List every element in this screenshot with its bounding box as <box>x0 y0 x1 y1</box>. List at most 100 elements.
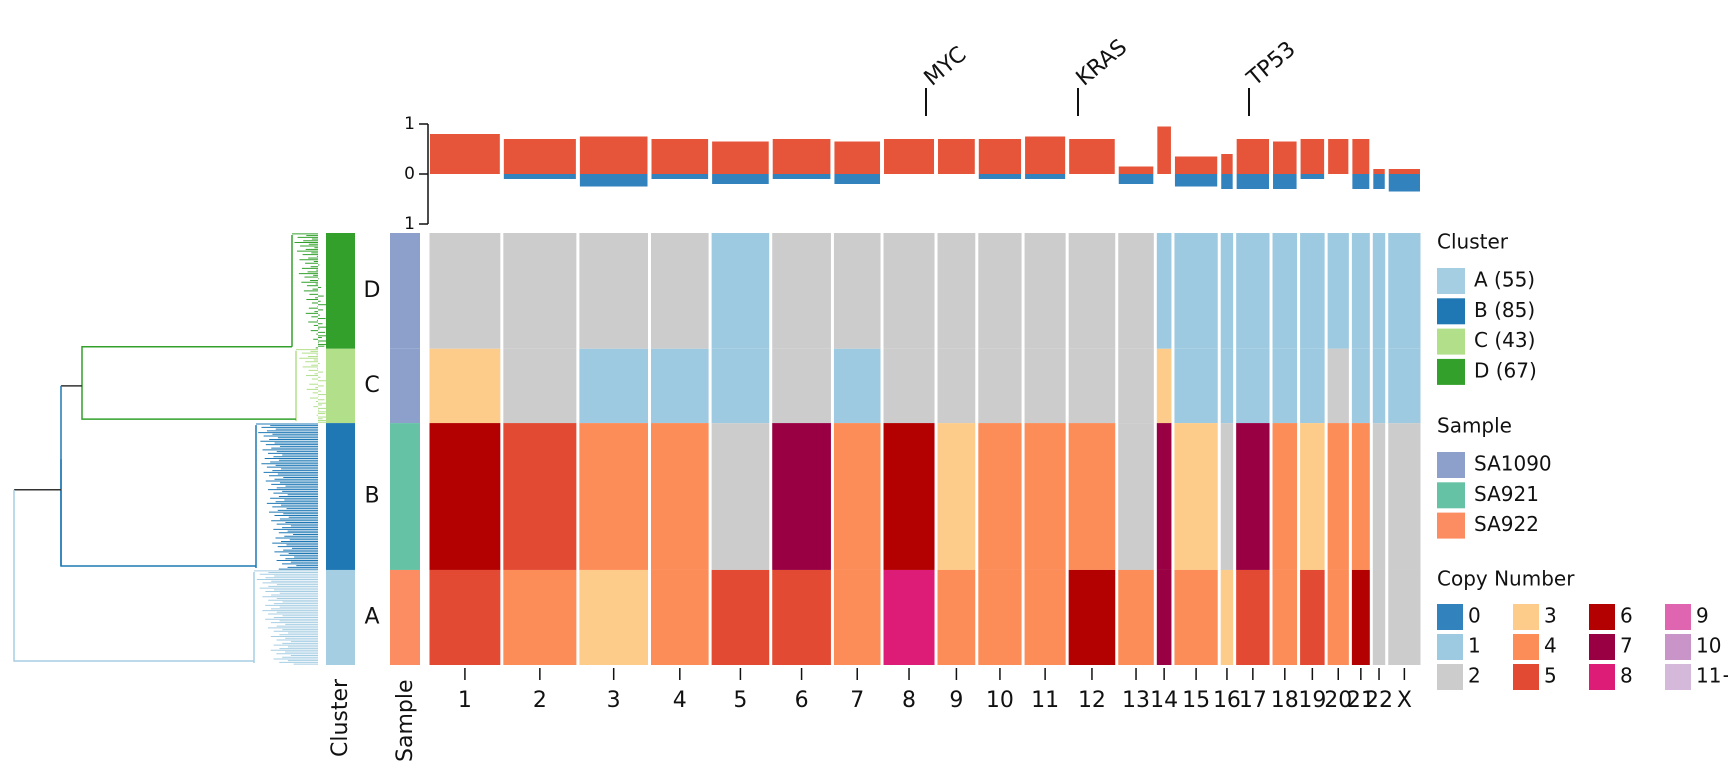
heatmap-cell <box>1388 569 1421 665</box>
heatmap-cell <box>1388 423 1421 570</box>
heatmap-cell <box>1372 569 1386 665</box>
heatmap-cell <box>1272 233 1298 349</box>
x-tick-label: 9 <box>949 688 963 713</box>
heatmap-cell <box>429 569 501 665</box>
heatmap-cell <box>651 423 709 570</box>
gain-bar <box>978 139 1022 174</box>
sample-legend-label: SA922 <box>1474 512 1539 536</box>
sample-bar <box>390 233 420 349</box>
heatmap-cell <box>772 233 831 349</box>
heatmap-cell <box>1068 348 1116 424</box>
heatmap-cell <box>1236 423 1270 570</box>
gain-bar <box>1069 139 1115 174</box>
x-tick-label: 15 <box>1182 688 1210 713</box>
x-tick-label: 22 <box>1365 688 1393 713</box>
heatmap-cell <box>579 233 649 349</box>
heatmap-cell <box>1272 423 1298 570</box>
heatmap-cell <box>503 233 577 349</box>
heatmap-cell <box>978 423 1022 570</box>
sample-legend-title: Sample <box>1437 414 1512 438</box>
sample-legend-swatch <box>1437 452 1465 478</box>
cluster-bar <box>326 233 355 349</box>
heatmap-cell <box>1327 423 1349 570</box>
heatmap-cell <box>503 569 577 665</box>
dendrogram-branch <box>13 489 254 662</box>
copy-number-label: 5 <box>1544 664 1557 688</box>
loss-bar <box>1352 174 1370 189</box>
cluster-label: C <box>364 373 379 398</box>
heatmap-cell <box>711 348 770 424</box>
gain-bar <box>1373 169 1385 174</box>
x-tick-label: 2 <box>533 688 547 713</box>
heatmap-cell <box>1024 233 1066 349</box>
heatmap-cell <box>1236 348 1270 424</box>
cluster-legend-swatch <box>1437 358 1465 385</box>
x-tick-label: 16 <box>1213 688 1241 713</box>
gain-bar <box>1300 139 1325 174</box>
cluster-axis-label: Cluster <box>328 678 353 757</box>
gain-bar <box>834 141 881 174</box>
cluster-legend-swatch <box>1437 268 1465 294</box>
gain-bar <box>1388 169 1420 174</box>
sample-bar <box>390 423 420 570</box>
heatmap-cell <box>1372 423 1386 570</box>
x-tick-label: 21 <box>1347 688 1375 713</box>
heatmap-cell <box>1327 569 1349 665</box>
copy-number-swatch <box>1513 664 1539 690</box>
cluster-legend-label: A (55) <box>1474 268 1535 292</box>
heatmap-cell <box>978 569 1022 665</box>
heatmap-cell <box>1220 233 1234 349</box>
gain-bar <box>1328 139 1349 174</box>
heatmap-cell <box>1351 233 1370 349</box>
x-tick-label: 4 <box>673 688 687 713</box>
heatmap-cell <box>883 423 935 570</box>
loss-bar <box>1388 174 1420 192</box>
heatmap-cell <box>1220 569 1234 665</box>
heatmap-cell <box>711 423 770 570</box>
heatmap-cell <box>1300 569 1325 665</box>
loss-bar <box>503 174 576 179</box>
sample-bar <box>390 569 420 665</box>
heatmap-cell <box>1118 569 1154 665</box>
cluster-legend-swatch <box>1437 328 1465 355</box>
x-tick-label: 8 <box>902 688 916 713</box>
gene-label: KRAS <box>1072 35 1132 91</box>
copy-number-swatch <box>1437 604 1463 630</box>
heatmap-cell <box>1118 423 1154 570</box>
loss-bar <box>651 174 709 179</box>
loss-bar <box>772 174 831 179</box>
cluster-bar <box>326 569 355 665</box>
copy-number-label: 3 <box>1544 604 1557 628</box>
heatmap-cell <box>711 233 770 349</box>
heatmap-cell <box>883 348 935 424</box>
heatmap-cell <box>579 569 649 665</box>
heatmap-cell <box>1300 233 1325 349</box>
heatmap-cell <box>1388 348 1421 424</box>
copy-number-swatch <box>1437 664 1463 690</box>
heatmap-cell <box>772 423 831 570</box>
loss-bar <box>1373 174 1385 189</box>
x-tick-label: 18 <box>1271 688 1299 713</box>
heatmap-cell <box>1068 423 1116 570</box>
heatmap-cell <box>1156 569 1172 665</box>
heatmap-cell <box>651 348 709 424</box>
copy-number-label: 0 <box>1468 604 1481 628</box>
x-tick-label: 13 <box>1122 688 1150 713</box>
gain-bar <box>1236 139 1270 174</box>
x-tick-label: 20 <box>1324 688 1352 713</box>
heatmap-cell <box>1024 348 1066 424</box>
copy-number-label: 9 <box>1696 604 1709 628</box>
loss-bar <box>1300 174 1325 179</box>
copy-number-label: 11+ <box>1696 664 1728 688</box>
heatmap-cell <box>429 233 501 349</box>
gain-bar <box>1352 139 1370 174</box>
gain-bar <box>1118 166 1154 174</box>
heatmap-cell <box>978 348 1022 424</box>
heatmap-cell <box>711 569 770 665</box>
y-tick-label: 0 <box>404 164 415 184</box>
gain-bar <box>579 136 648 174</box>
heatmap-cell <box>429 348 501 424</box>
heatmap-cell <box>503 423 577 570</box>
copy-number-swatch <box>1589 664 1615 690</box>
heatmap-cell <box>1300 423 1325 570</box>
